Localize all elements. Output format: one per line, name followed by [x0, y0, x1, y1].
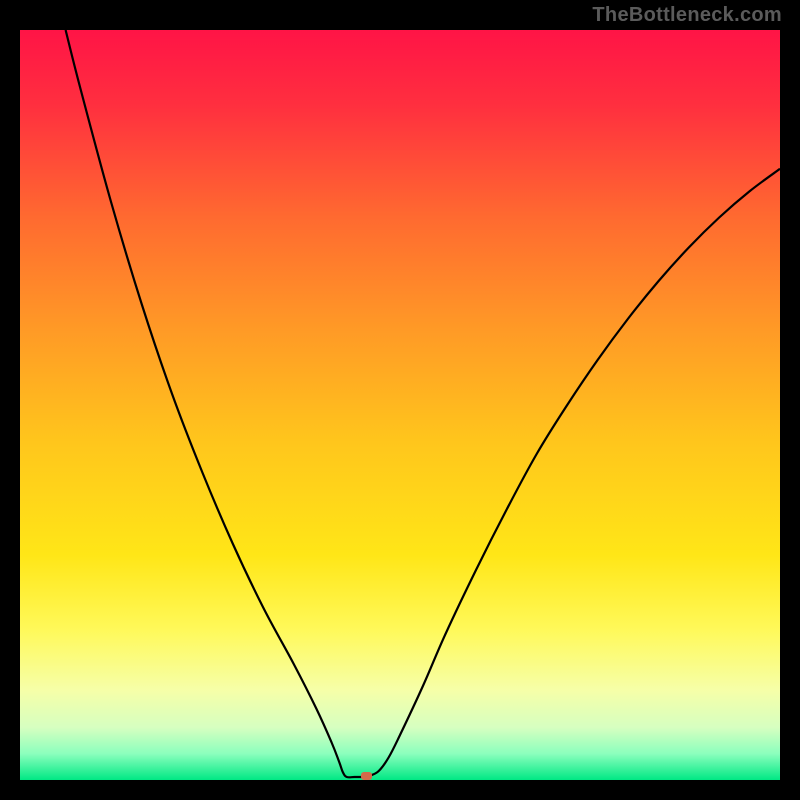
- curve-path: [66, 30, 780, 777]
- minimum-marker: [361, 772, 372, 780]
- bottleneck-curve: [20, 30, 780, 780]
- watermark-text: TheBottleneck.com: [592, 4, 782, 27]
- plot-area: [20, 30, 780, 780]
- chart-frame: [18, 28, 782, 782]
